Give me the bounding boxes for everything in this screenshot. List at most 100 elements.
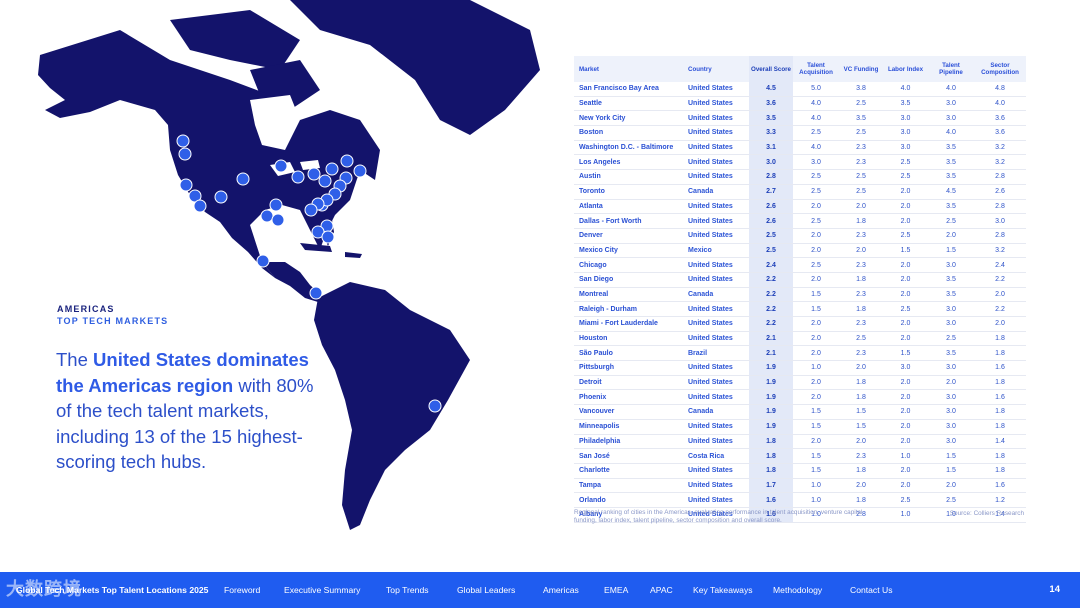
cell-market: Philadelphia	[574, 434, 683, 450]
cell-sector: 2.4	[974, 257, 1026, 273]
cell-country: United States	[683, 301, 749, 317]
cell-sector: 2.2	[974, 301, 1026, 317]
cell-pipeline: 2.0	[928, 478, 974, 494]
cell-talent: 1.0	[793, 507, 839, 523]
cell-pipeline: 3.5	[928, 287, 974, 303]
cell-country: United States	[683, 507, 749, 523]
cell-vc: 2.0	[839, 434, 883, 450]
footer-title[interactable]: Global Tech Markets Top Talent Locations…	[16, 585, 209, 595]
cell-talent: 1.5	[793, 448, 839, 464]
cell-country: Canada	[683, 404, 749, 420]
header-country: Country	[683, 56, 749, 82]
cell-country: United States	[683, 375, 749, 391]
cell-market: Dallas - Fort Worth	[574, 213, 683, 229]
cell-market: Seattle	[574, 96, 683, 112]
cell-labor: 2.5	[883, 154, 928, 171]
nav-item-apac[interactable]: APAC	[650, 585, 673, 595]
cell-talent: 2.0	[793, 434, 839, 450]
nav-item-contact-us[interactable]: Contact Us	[850, 585, 893, 595]
cell-talent: 1.0	[793, 492, 839, 508]
nav-item-americas[interactable]: Americas	[543, 585, 579, 595]
cell-overall: 2.1	[749, 345, 793, 362]
cell-vc: 2.5	[839, 125, 883, 141]
cell-market: Boston	[574, 125, 683, 141]
marker-los-angeles	[193, 199, 207, 213]
cell-sector: 1.8	[974, 331, 1026, 347]
table-row: Denver United States 2.5 2.0 2.3 2.5 2.0 2.8	[574, 228, 1026, 244]
nav-item-executive-summary[interactable]: Executive Summary	[284, 585, 361, 595]
cell-talent: 2.0	[793, 199, 839, 215]
cell-overall: 1.7	[749, 478, 793, 494]
page-number: 14	[1049, 584, 1060, 595]
cell-vc: 2.0	[839, 360, 883, 376]
cell-sector: 3.0	[974, 213, 1026, 229]
cell-sector: 4.0	[974, 96, 1026, 112]
cell-sector: 1.8	[974, 419, 1026, 435]
cell-market: San Diego	[574, 272, 683, 288]
table-row: São Paulo Brazil 2.1 2.0 2.3 1.5 3.5 1.8	[574, 345, 1026, 362]
cell-labor: 3.0	[883, 125, 928, 141]
nav-item-key-takeaways[interactable]: Key Takeaways	[693, 585, 753, 595]
table-row: Los Angeles United States 3.0 3.0 2.3 2.5 3.5 3…	[574, 154, 1026, 171]
cell-labor: 2.0	[883, 213, 928, 229]
cell-pipeline: 3.0	[928, 257, 974, 273]
cell-pipeline: 3.5	[928, 345, 974, 362]
cell-talent: 2.0	[793, 345, 839, 362]
cell-market: Mexico City	[574, 243, 683, 259]
cell-labor: 2.0	[883, 199, 928, 215]
table-row: Austin United States 2.8 2.5 2.5 2.5 3.5 2.8	[574, 169, 1026, 185]
cell-sector: 3.2	[974, 140, 1026, 156]
cell-talent: 1.5	[793, 419, 839, 435]
cell-sector: 1.8	[974, 404, 1026, 420]
marker-denver	[236, 172, 250, 186]
nav-item-methodology[interactable]: Methodology	[773, 585, 823, 595]
cell-vc: 2.3	[839, 140, 883, 156]
cell-labor: 2.0	[883, 375, 928, 391]
table-row: Pittsburgh United States 1.9 1.0 2.0 3.0 3.0 1.…	[574, 360, 1026, 376]
cell-vc: 1.8	[839, 492, 883, 508]
cell-country: Canada	[683, 184, 749, 200]
cell-talent: 2.0	[793, 272, 839, 288]
cell-labor: 2.5	[883, 301, 928, 317]
cell-sector: 3.2	[974, 154, 1026, 171]
city-markers	[176, 134, 442, 413]
marker-costa-rica	[309, 286, 323, 300]
marker-atlanta	[304, 203, 318, 217]
cell-labor: 2.0	[883, 404, 928, 420]
cell-pipeline: 3.0	[928, 96, 974, 112]
cell-pipeline: 4.0	[928, 82, 974, 97]
nav-item-top-trends[interactable]: Top Trends	[386, 585, 429, 595]
cell-sector: 1.8	[974, 463, 1026, 479]
cell-country: United States	[683, 110, 749, 127]
header-talent-pipeline: Talent Pipeline	[928, 56, 974, 82]
footer-nav-bar: Global Tech Markets Top Talent Locations…	[0, 572, 1080, 608]
cell-vc: 2.3	[839, 287, 883, 303]
nav-item-emea[interactable]: EMEA	[604, 585, 629, 595]
cell-vc: 1.8	[839, 389, 883, 406]
cell-country: United States	[683, 169, 749, 185]
cell-vc: 1.8	[839, 213, 883, 229]
cell-pipeline: 3.0	[928, 434, 974, 450]
cell-country: United States	[683, 213, 749, 229]
nav-item-global-leaders[interactable]: Global Leaders	[457, 585, 516, 595]
section-subtitle: TOP TECH MARKETS	[57, 316, 169, 326]
marker-miami	[321, 230, 335, 244]
cell-pipeline: 3.0	[928, 301, 974, 317]
cell-talent: 2.0	[793, 389, 839, 406]
cell-sector: 2.8	[974, 228, 1026, 244]
cell-talent: 2.5	[793, 257, 839, 273]
cell-pipeline: 3.5	[928, 169, 974, 185]
cell-overall: 1.8	[749, 434, 793, 450]
cell-country: United States	[683, 389, 749, 406]
cell-sector: 1.4	[974, 507, 1026, 523]
cell-pipeline: 1.0	[928, 507, 974, 523]
cell-pipeline: 3.0	[928, 110, 974, 127]
nav-item-foreword[interactable]: Foreword	[224, 585, 261, 595]
cell-overall: 3.1	[749, 140, 793, 156]
cell-sector: 2.6	[974, 184, 1026, 200]
cell-vc: 2.5	[839, 184, 883, 200]
table-row: Albany United States 1.6 1.0 2.8 1.0 1.0 1.4	[574, 507, 1026, 523]
table-row: Toronto Canada 2.7 2.5 2.5 2.0 4.5 2.6	[574, 184, 1026, 200]
marker-houston	[271, 213, 285, 227]
cell-sector: 1.2	[974, 492, 1026, 508]
